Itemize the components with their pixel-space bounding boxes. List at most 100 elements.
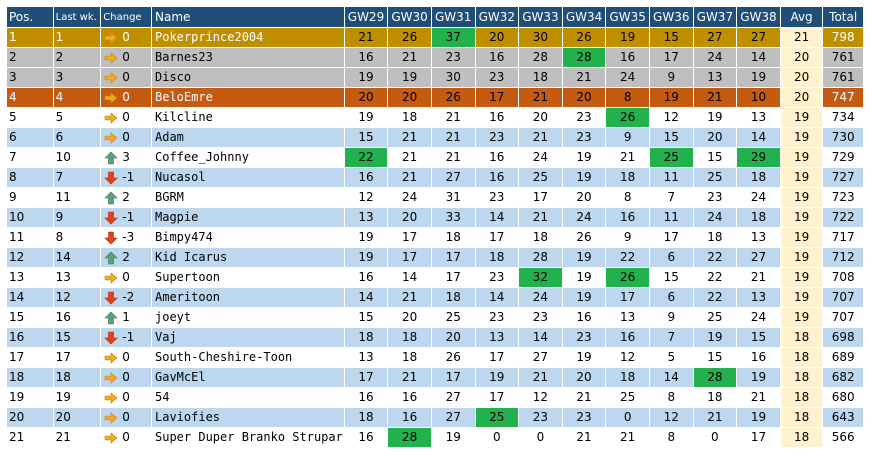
table-row[interactable]: 9 11 2 BGRM 12 24 31 23 17 20 8 7 23 24 19 723 — [6, 187, 864, 208]
gameweek-score-cell: 16 — [474, 107, 520, 128]
total-cell: 712 — [822, 247, 864, 268]
header-gw[interactable]: GW38 — [736, 6, 781, 28]
gameweek-score-cell: 16 — [605, 327, 650, 348]
header-gw[interactable]: GW33 — [518, 6, 563, 28]
table-row[interactable]: 2 2 0 Barnes23 16 21 23 16 28 28 16 17 24 14 20 761 — [6, 47, 864, 68]
header-avg[interactable]: Avg — [779, 6, 824, 28]
table-row[interactable]: 1 1 0 Pokerprince2004 21 26 37 20 30 26 19 15 27 27 21… — [6, 27, 864, 48]
change-cell: 2 — [100, 247, 152, 268]
table-row[interactable]: 18 18 0 GavMcEl 17 21 17 19 21 20 18 14 28 19 18 682 — [6, 367, 864, 388]
table-row[interactable]: 5 5 0 Kilcline 19 18 21 16 20 23 26 12 19 13 19 734 — [6, 107, 864, 128]
average-cell: 18 — [779, 367, 824, 388]
total-cell: 730 — [822, 127, 864, 148]
average-cell: 19 — [779, 187, 824, 208]
gameweek-score-cell: 22 — [692, 287, 738, 308]
gameweek-score-cell: 17 — [430, 247, 476, 268]
table-row[interactable]: 7 10 3 Coffee_Johnny 22 21 21 16 24 19 21 25 15 29 19 7… — [6, 147, 864, 168]
total-cell: 698 — [822, 327, 864, 348]
gameweek-score-cell: 18 — [605, 367, 650, 388]
gameweek-score-cell: 16 — [561, 307, 607, 328]
header-gw[interactable]: GW37 — [692, 6, 738, 28]
gameweek-score-cell: 23 — [430, 47, 476, 68]
change-value: 0 — [122, 410, 130, 424]
gameweek-score-cell: 19 — [561, 267, 607, 288]
table-row[interactable]: 12 14 2 Kid Icarus 19 17 17 18 28 19 22 6 22 27 19 712 — [6, 247, 864, 268]
gameweek-score-cell: 16 — [343, 427, 389, 448]
gameweek-score-cell: 18 — [387, 347, 432, 368]
table-row[interactable]: 19 19 0 54 16 16 27 17 12 21 25 8 18 21 18 680 — [6, 387, 864, 408]
header-gw[interactable]: GW29 — [343, 6, 389, 28]
header-gw[interactable]: GW34 — [561, 6, 607, 28]
total-cell: 643 — [822, 407, 864, 428]
gameweek-score-cell: 16 — [343, 387, 389, 408]
gameweek-score-cell: 19 — [692, 327, 738, 348]
table-row[interactable]: 13 13 0 Supertoon 16 14 17 23 32 19 26 15 22 21 19 708 — [6, 267, 864, 288]
gameweek-score-cell: 15 — [343, 307, 389, 328]
table-row[interactable]: 10 9 -1 Magpie 13 20 33 14 21 24 16 11 24 18 19 722 — [6, 207, 864, 228]
table-row[interactable]: 20 20 0 Laviofies 18 16 27 25 23 23 0 12 21 19 18 643 — [6, 407, 864, 428]
gameweek-score-cell: 19 — [343, 107, 389, 128]
table-row[interactable]: 11 8 -3 Bimpy474 19 17 18 17 18 26 9 17 18 13 19 717 — [6, 227, 864, 248]
header-gw[interactable]: GW36 — [648, 6, 694, 28]
arrow-down-icon — [104, 231, 119, 245]
total-cell: 682 — [822, 367, 864, 388]
change-value: -3 — [122, 230, 135, 244]
last-week-cell: 10 — [52, 147, 102, 168]
position-cell: 13 — [6, 267, 54, 288]
gameweek-score-cell: 9 — [648, 67, 694, 88]
position-cell: 15 — [6, 307, 54, 328]
arrow-right-icon — [104, 391, 118, 405]
header-last-week[interactable]: Last wk. — [52, 6, 102, 28]
player-name-cell: Barnes23 — [151, 47, 345, 68]
change-cell: 0 — [100, 387, 152, 408]
header-gw[interactable]: GW31 — [430, 6, 476, 28]
table-row[interactable]: 15 16 1 joeyt 15 20 25 23 23 16 13 9 25 24 19 707 — [6, 307, 864, 328]
gameweek-score-cell: 9 — [605, 127, 650, 148]
gameweek-score-cell: 14 — [518, 327, 563, 348]
arrow-down-icon — [104, 171, 119, 185]
gameweek-score-cell: 21 — [387, 127, 432, 148]
position-cell: 14 — [6, 287, 54, 308]
gameweek-score-cell: 21 — [387, 147, 432, 168]
gameweek-score-cell: 18 — [430, 227, 476, 248]
gameweek-score-cell: 26 — [561, 227, 607, 248]
gameweek-score-cell: 15 — [648, 27, 694, 48]
gameweek-score-cell: 19 — [343, 227, 389, 248]
position-cell: 18 — [6, 367, 54, 388]
table-row[interactable]: 14 12 -2 Ameritoon 14 21 18 14 24 19 17 6 22 13 19 707 — [6, 287, 864, 308]
arrow-right-icon — [104, 131, 118, 145]
header-pos[interactable]: Pos. — [6, 6, 54, 28]
arrow-right-icon — [104, 351, 118, 365]
last-week-cell: 6 — [52, 127, 102, 148]
change-value: 0 — [122, 30, 130, 44]
header-gw[interactable]: GW35 — [605, 6, 650, 28]
gameweek-score-cell: 17 — [387, 247, 432, 268]
gameweek-score-cell: 16 — [474, 47, 520, 68]
player-name-cell: Magpie — [151, 207, 345, 228]
gameweek-score-cell: 20 — [387, 207, 432, 228]
gameweek-score-cell: 8 — [605, 87, 650, 108]
table-row[interactable]: 16 15 -1 Vaj 18 18 20 13 14 23 16 7 19 15 18 698 — [6, 327, 864, 348]
table-row[interactable]: 6 6 0 Adam 15 21 21 23 21 23 9 15 20 14 19 730 — [6, 127, 864, 148]
gameweek-score-cell: 25 — [648, 147, 694, 168]
header-gw[interactable]: GW30 — [387, 6, 432, 28]
total-cell: 566 — [822, 427, 864, 448]
header-gw[interactable]: GW32 — [474, 6, 520, 28]
table-row[interactable]: 17 17 0 South-Cheshire-Toon 13 18 26 17 27 19 12 5 1… — [6, 347, 864, 368]
header-total[interactable]: Total — [822, 6, 864, 28]
table-row[interactable]: 3 3 0 Disco 19 19 30 23 18 21 24 9 13 19 20 761 — [6, 67, 864, 88]
gameweek-score-cell: 18 — [736, 207, 781, 228]
player-name-cell: 54 — [151, 387, 345, 408]
gameweek-score-cell: 23 — [518, 307, 563, 328]
change-cell: -3 — [100, 227, 152, 248]
total-cell: 747 — [822, 87, 864, 108]
change-value: 0 — [122, 270, 130, 284]
table-row[interactable]: 21 21 0 Super Duper Branko Strupar 16 28 19 0 0 2… — [6, 427, 864, 448]
header-change[interactable]: Change — [100, 6, 152, 28]
header-name[interactable]: Name — [151, 6, 345, 28]
gameweek-score-cell: 21 — [605, 427, 650, 448]
gameweek-score-cell: 24 — [387, 187, 432, 208]
table-row[interactable]: 8 7 -1 Nucasol 16 21 27 16 25 19 18 11 25 18 19 727 — [6, 167, 864, 188]
table-row[interactable]: 4 4 0 BeloEmre 20 20 26 17 21 20 8 19 21 10 20 747 — [6, 87, 864, 108]
arrow-right-icon — [104, 91, 118, 105]
